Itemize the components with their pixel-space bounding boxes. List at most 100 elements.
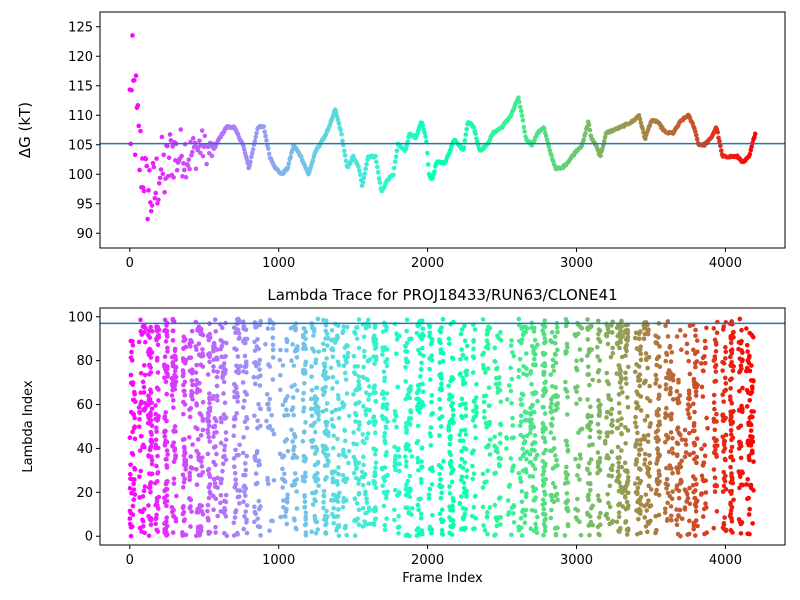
lambda-point: [255, 336, 260, 342]
lambda-point: [528, 371, 533, 376]
lambda-point: [395, 384, 401, 390]
lambda-point: [439, 490, 445, 496]
lambda-point: [211, 445, 217, 450]
lambda-point: [258, 406, 263, 412]
lambda-point: [616, 528, 621, 534]
lambda-point: [457, 438, 463, 444]
lambda-point: [180, 511, 186, 517]
lambda-point: [404, 482, 409, 487]
lambda-point: [254, 344, 260, 349]
lambda-point: [522, 520, 528, 525]
lambda-point: [149, 432, 154, 437]
lambda-point: [320, 341, 326, 347]
lambda-point: [426, 492, 432, 498]
lambda-point: [462, 323, 467, 329]
lambda-point: [383, 495, 389, 501]
lambda-point: [155, 471, 160, 476]
free-energy-point: [517, 99, 522, 104]
lambda-point: [212, 416, 217, 421]
lambda-point: [429, 399, 434, 405]
lambda-point: [233, 477, 238, 482]
free-energy-point: [430, 175, 435, 181]
lambda-point: [188, 355, 194, 360]
lambda-point: [713, 340, 719, 345]
lambda-point: [148, 517, 154, 523]
lambda-point: [722, 388, 727, 394]
lambda-point: [231, 423, 237, 429]
lambda-point: [497, 463, 503, 469]
lambda-point: [195, 386, 200, 392]
lambda-point: [219, 325, 225, 331]
lambda-point: [393, 351, 399, 357]
lambda-point: [542, 512, 548, 517]
lambda-point: [657, 384, 662, 389]
lambda-point: [447, 392, 452, 397]
lambda-point: [393, 461, 399, 467]
lambda-point: [351, 430, 356, 435]
free-energy-point: [286, 161, 292, 166]
lambda-point: [136, 405, 142, 410]
lambda-point: [183, 458, 189, 463]
free-energy-point: [374, 159, 379, 165]
lambda-point: [329, 469, 335, 475]
lambda-point: [189, 328, 195, 334]
lambda-point: [278, 347, 283, 353]
lambda-point: [302, 454, 308, 460]
lambda-point: [618, 339, 623, 345]
lambda-point: [407, 489, 412, 495]
lambda-point: [253, 457, 258, 463]
lambda-point: [352, 410, 358, 416]
lambda-point: [519, 499, 525, 505]
lambda-point: [373, 398, 379, 404]
lambda-point: [573, 506, 578, 512]
lambda-point: [173, 429, 178, 434]
lambda-point: [164, 448, 170, 453]
lambda-point: [284, 407, 289, 413]
lambda-point: [267, 364, 273, 369]
lambda-point: [360, 482, 366, 488]
lambda-point: [165, 345, 170, 351]
lambda-point: [132, 492, 138, 497]
lambda-point: [634, 459, 639, 465]
lambda-point: [404, 328, 409, 334]
lambda-point: [162, 527, 167, 532]
lambda-point: [234, 363, 239, 369]
lambda-point: [199, 464, 205, 469]
lambda-point: [522, 513, 528, 518]
lambda-point: [626, 503, 631, 508]
lambda-point: [511, 353, 517, 359]
lambda-point: [486, 403, 492, 409]
lambda-point: [736, 340, 742, 345]
lambda-point: [723, 356, 728, 361]
lambda-point: [141, 488, 147, 494]
lambda-point: [740, 482, 746, 488]
free-energy-point: [425, 162, 431, 167]
lambda-point: [334, 528, 339, 533]
lambda-point: [196, 341, 202, 347]
free-energy-point: [357, 168, 362, 173]
free-energy-point: [336, 121, 342, 126]
lambda-point: [189, 378, 195, 383]
lambda-point: [241, 526, 247, 532]
lambda-point: [683, 442, 689, 447]
lambda-point: [392, 517, 397, 523]
lambda-point: [542, 340, 547, 346]
lambda-point: [635, 430, 640, 436]
lambda-point: [471, 471, 477, 476]
lambda-point: [301, 390, 306, 396]
lambda-point: [645, 465, 650, 470]
lambda-point: [523, 467, 529, 472]
lambda-point: [565, 449, 571, 454]
free-energy-point: [361, 175, 367, 181]
lambda-point: [165, 349, 170, 354]
lambda-point: [620, 390, 625, 395]
lambda-point: [393, 411, 398, 417]
lambda-point: [174, 493, 179, 499]
lambda-point: [148, 410, 153, 416]
lambda-point: [635, 404, 641, 410]
lambda-point: [256, 498, 262, 504]
lambda-point: [693, 509, 699, 514]
lambda-point: [665, 319, 671, 324]
lambda-point: [131, 497, 137, 502]
